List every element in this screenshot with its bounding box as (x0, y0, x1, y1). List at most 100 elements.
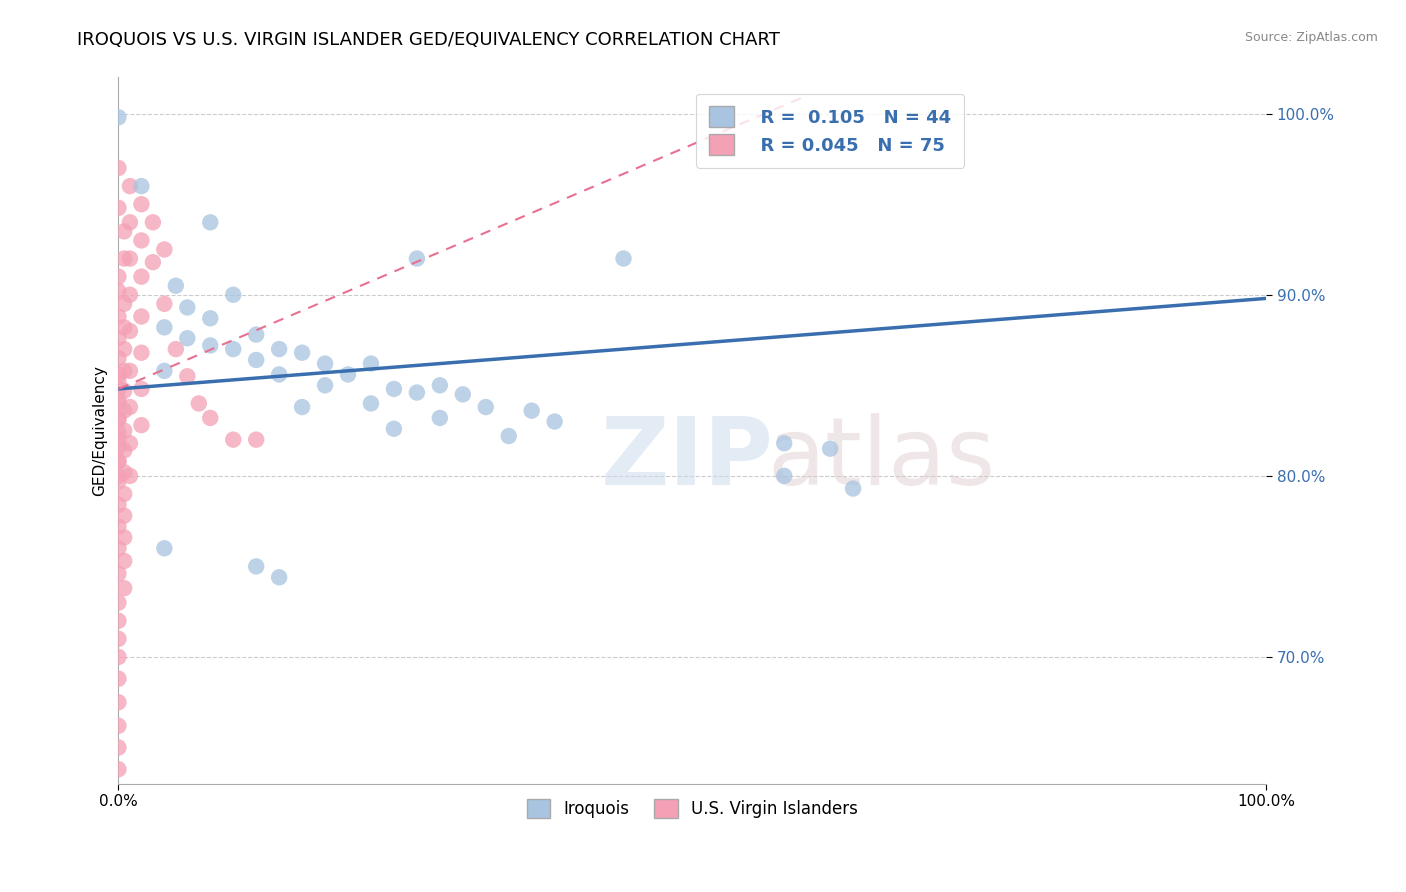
Point (112, 224, 135, 238)
Point (112, 554, 135, 568)
Point (107, 396, 129, 410)
Point (107, 413, 129, 427)
Point (107, 425, 129, 440)
Point (118, 252, 141, 266)
Point (107, 719, 129, 733)
Point (474, 400, 496, 414)
Point (245, 327, 267, 342)
Point (107, 614, 129, 628)
Point (107, 519, 129, 533)
Point (153, 320, 176, 334)
Point (612, 791, 634, 805)
Point (543, 415, 565, 429)
Point (773, 436, 796, 450)
Point (107, 382, 129, 396)
Point (107, 475, 129, 489)
Point (107, 392, 129, 407)
Legend: Iroquois, U.S. Virgin Islanders: Iroquois, U.S. Virgin Islanders (520, 792, 865, 825)
Point (269, 342, 291, 356)
Point (429, 411, 451, 425)
Point (112, 384, 135, 398)
Point (153, 541, 176, 556)
Point (107, 351, 129, 366)
Point (131, 269, 153, 284)
Point (107, 650, 129, 665)
Point (107, 269, 129, 284)
Text: Source: ZipAtlas.com: Source: ZipAtlas.com (1244, 31, 1378, 45)
Point (773, 468, 796, 483)
Point (245, 559, 267, 574)
Point (118, 179, 141, 194)
Point (245, 353, 267, 368)
Point (112, 364, 135, 378)
Point (107, 632, 129, 646)
Point (107, 566, 129, 581)
Point (818, 442, 841, 456)
Point (107, 498, 129, 512)
Point (107, 468, 129, 483)
Point (112, 252, 135, 266)
Point (118, 400, 141, 414)
Point (131, 382, 153, 396)
Point (118, 215, 141, 229)
Point (406, 252, 429, 266)
Point (112, 403, 135, 417)
Point (612, 252, 634, 266)
Point (176, 369, 198, 384)
Point (200, 311, 222, 326)
Point (112, 443, 135, 458)
Point (118, 436, 141, 450)
Text: ZIP: ZIP (600, 413, 773, 505)
Point (112, 581, 135, 595)
Point (142, 255, 165, 269)
Point (842, 482, 865, 496)
Point (245, 433, 267, 447)
Point (131, 310, 153, 324)
Point (222, 287, 245, 301)
Point (291, 400, 314, 414)
Point (200, 215, 222, 229)
Point (187, 396, 209, 410)
Point (498, 429, 520, 443)
Point (107, 672, 129, 686)
Point (107, 433, 129, 447)
Point (165, 278, 187, 293)
Point (200, 411, 222, 425)
Point (107, 541, 129, 556)
Point (107, 440, 129, 454)
Point (520, 403, 543, 417)
Point (118, 287, 141, 301)
Point (107, 310, 129, 324)
Point (429, 378, 451, 392)
Point (112, 487, 135, 501)
Y-axis label: GED/Equivalency: GED/Equivalency (93, 365, 107, 496)
Point (200, 338, 222, 352)
Point (107, 596, 129, 610)
Point (131, 418, 153, 433)
Point (107, 454, 129, 468)
Point (112, 508, 135, 523)
Point (112, 342, 135, 356)
Point (107, 740, 129, 755)
Point (153, 297, 176, 311)
Point (107, 375, 129, 389)
Text: IROQUOIS VS U.S. VIRGIN ISLANDER GED/EQUIVALENCY CORRELATION CHART: IROQUOIS VS U.S. VIRGIN ISLANDER GED/EQU… (77, 31, 780, 49)
Point (131, 795, 153, 809)
Text: atlas: atlas (768, 413, 995, 505)
Point (222, 342, 245, 356)
Point (107, 762, 129, 776)
Point (112, 424, 135, 438)
Point (451, 387, 474, 401)
Point (131, 345, 153, 359)
Point (118, 468, 141, 483)
Point (165, 342, 187, 356)
Point (107, 695, 129, 709)
Point (118, 324, 141, 338)
Point (291, 345, 314, 359)
Point (360, 396, 382, 410)
Point (118, 364, 141, 378)
Point (142, 215, 165, 229)
Point (131, 234, 153, 248)
Point (112, 531, 135, 545)
Point (131, 179, 153, 194)
